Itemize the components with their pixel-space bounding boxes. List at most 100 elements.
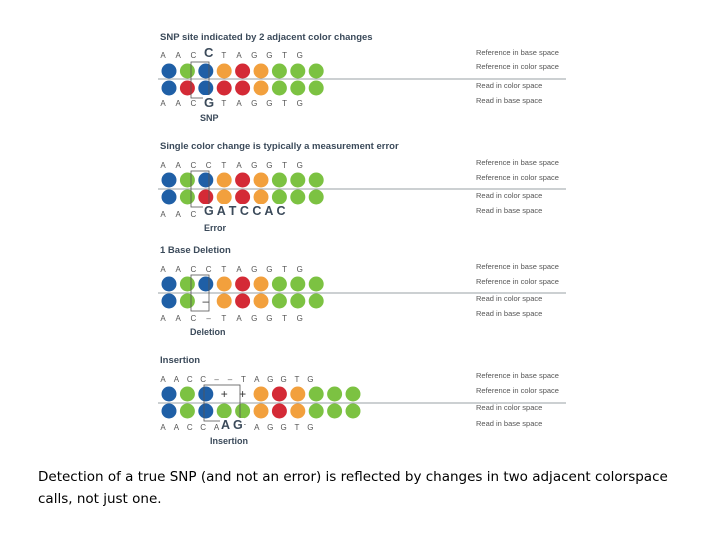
color-call-dot	[235, 172, 251, 188]
color-call-dot	[161, 386, 177, 402]
color-call-symbol: +	[221, 387, 228, 401]
color-call-dot	[216, 63, 232, 79]
annotation-label: Error	[204, 223, 227, 233]
base-letter: T	[282, 265, 288, 274]
color-call-dot	[198, 386, 214, 402]
base-letter: A	[160, 210, 166, 219]
color-call-dot	[271, 63, 287, 79]
base-letter: C	[190, 161, 197, 170]
color-call-dot	[179, 63, 195, 79]
base-letter: G	[307, 423, 314, 432]
color-call-dot	[235, 80, 251, 96]
legend-read-base: Read in base space	[476, 96, 543, 105]
base-letter: A	[236, 99, 242, 108]
base-letter: C	[190, 99, 197, 108]
base-letter: –	[227, 375, 233, 384]
color-call-dot	[290, 63, 306, 79]
base-letter: A	[236, 265, 242, 274]
color-call-dot	[308, 403, 324, 419]
color-call-dot	[179, 80, 195, 96]
color-call-dot	[308, 189, 324, 205]
base-letter: A	[236, 314, 242, 323]
legend-read-color: Read in color space	[476, 403, 543, 412]
base-letter: T	[282, 161, 288, 170]
color-call-dot	[253, 189, 269, 205]
base-letter: C	[200, 423, 207, 432]
color-call-dot	[271, 293, 287, 309]
base-letter: A	[175, 51, 181, 60]
base-letter: T	[221, 51, 227, 60]
base-letter: G	[280, 375, 287, 384]
base-letter: C	[190, 210, 197, 219]
legend-read-base: Read in base space	[476, 419, 543, 428]
color-call-dot	[253, 172, 269, 188]
base-letter: A	[160, 375, 166, 384]
base-letter: A	[160, 314, 166, 323]
color-call-dot	[198, 403, 214, 419]
color-call-dot	[308, 386, 324, 402]
color-call-dot	[290, 386, 306, 402]
base-letter: G	[266, 265, 273, 274]
color-call-dot	[345, 386, 361, 402]
base-letter: A	[254, 423, 260, 432]
color-call-dot	[308, 63, 324, 79]
color-call-dot	[179, 189, 195, 205]
base-letter: T	[294, 375, 300, 384]
annotation-label: SNP	[200, 113, 219, 123]
color-call-dot	[179, 172, 195, 188]
legend-read-color: Read in color space	[476, 294, 543, 303]
color-call-dot	[253, 386, 269, 402]
base-letter: G	[296, 314, 303, 323]
base-letter: A	[213, 423, 220, 432]
color-call-dot	[308, 276, 324, 292]
color-call-dot	[290, 276, 306, 292]
color-call-dot	[161, 293, 177, 309]
color-call-dot	[290, 403, 306, 419]
base-letter: A	[160, 99, 166, 108]
base-letter: G	[251, 161, 258, 170]
color-call-dot	[271, 276, 287, 292]
base-letter: G	[267, 423, 274, 432]
read-base-row: AACGTAGGTG	[156, 99, 318, 111]
color-call-dot	[271, 172, 287, 188]
color-call-dot	[253, 293, 269, 309]
section-title: Single color change is typically a measu…	[160, 141, 399, 152]
color-call-dot	[198, 63, 214, 79]
color-call-dot	[327, 386, 343, 402]
base-letter: A	[254, 375, 260, 384]
read-variant-bases: A G	[220, 418, 244, 432]
base-letter: G	[266, 161, 273, 170]
base-letter: G	[251, 314, 258, 323]
base-letter: C	[190, 51, 197, 60]
color-call-dot	[290, 172, 306, 188]
color-call-dot	[216, 293, 232, 309]
read-variant-bases: G A T C C A C	[203, 204, 287, 218]
color-call-dot	[308, 80, 324, 96]
section-title: SNP site indicated by 2 adjacent color c…	[160, 32, 373, 43]
color-call-dot	[198, 172, 214, 188]
color-call-dot	[271, 403, 287, 419]
base-letter: G	[307, 375, 314, 384]
color-call-dot	[198, 80, 214, 96]
legend-read-base: Read in base space	[476, 206, 543, 215]
color-call-dot	[253, 276, 269, 292]
color-call-dot	[290, 293, 306, 309]
color-call-dot	[161, 189, 177, 205]
color-call-dot	[308, 293, 324, 309]
color-call-dot	[253, 403, 269, 419]
color-call-dot	[161, 80, 177, 96]
color-call-dot	[216, 80, 232, 96]
base-letter: A	[160, 265, 166, 274]
base-letter: T	[240, 375, 246, 384]
annotation-label: Deletion	[190, 327, 226, 337]
color-call-dot	[235, 189, 251, 205]
legend-ref-color: Reference in color space	[476, 386, 559, 395]
base-letter: G	[266, 99, 273, 108]
legend-ref-color: Reference in color space	[476, 277, 559, 286]
color-call-dot	[235, 276, 251, 292]
caption: Detection of a true SNP (and not an erro…	[38, 469, 668, 507]
base-letter: G	[251, 99, 258, 108]
